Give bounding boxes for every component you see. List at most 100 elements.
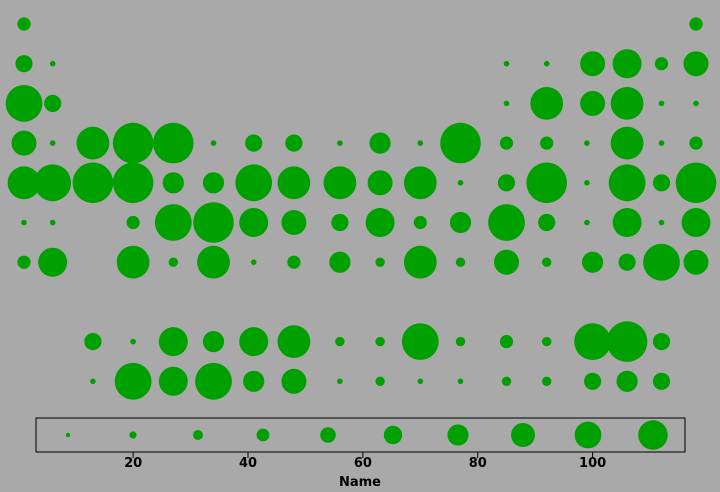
legend-bubble bbox=[320, 427, 336, 443]
bubble-point bbox=[584, 219, 590, 226]
legend-bubbles bbox=[65, 420, 668, 450]
legend-box bbox=[35, 417, 686, 453]
bubble-point bbox=[153, 122, 194, 164]
bubble-point bbox=[49, 140, 56, 146]
bubble-point bbox=[584, 140, 590, 146]
bubble-point bbox=[202, 172, 225, 194]
bubble-point bbox=[403, 166, 437, 200]
bubble-point bbox=[610, 87, 644, 120]
bubble-point bbox=[365, 208, 395, 237]
bubble-point bbox=[401, 323, 439, 360]
bubble-point bbox=[239, 208, 269, 237]
bubble-point bbox=[195, 362, 232, 400]
bubble-point bbox=[168, 257, 178, 267]
bubble-point bbox=[90, 378, 96, 385]
bubble-point bbox=[449, 211, 472, 234]
bubble-point bbox=[375, 336, 385, 347]
bubble-point bbox=[580, 90, 606, 116]
bubble-point bbox=[654, 57, 669, 71]
bubble-point bbox=[7, 166, 41, 200]
bubble-point bbox=[612, 208, 642, 237]
bubble-point bbox=[538, 213, 556, 232]
bubble-point bbox=[455, 336, 466, 347]
bubble-point bbox=[499, 335, 514, 349]
bubble-point bbox=[335, 336, 345, 347]
bubble-point bbox=[652, 174, 671, 192]
bubble-point bbox=[501, 376, 512, 386]
bubble-point bbox=[584, 372, 602, 390]
bubble-point bbox=[197, 245, 230, 279]
bubble-point bbox=[17, 17, 31, 31]
bubble-point bbox=[210, 140, 217, 146]
bubble-point bbox=[574, 323, 611, 360]
x-tick-label: 100 bbox=[579, 456, 606, 471]
bubble-point bbox=[158, 366, 188, 396]
legend-bubble bbox=[447, 424, 469, 446]
bubble-point bbox=[530, 87, 564, 120]
bubble-point bbox=[34, 164, 72, 202]
bubble-point bbox=[130, 338, 136, 345]
bubble-point bbox=[689, 17, 703, 31]
bubble-point bbox=[277, 325, 311, 358]
x-axis-ticks: 20 40 60 80 100 bbox=[124, 452, 606, 471]
bubble-point bbox=[606, 321, 648, 362]
bubble-point bbox=[243, 370, 265, 392]
bubble-point bbox=[440, 122, 481, 164]
bubble-point bbox=[72, 162, 114, 204]
bubble-point bbox=[658, 140, 665, 146]
bubble-point bbox=[497, 174, 516, 192]
bubble-point bbox=[21, 219, 27, 226]
bubble-point bbox=[114, 362, 152, 400]
bubble-point bbox=[683, 249, 709, 275]
bubble-point bbox=[329, 251, 351, 273]
legend-bubble bbox=[129, 431, 137, 439]
bubble-point bbox=[610, 126, 644, 160]
bubble-point bbox=[281, 368, 307, 394]
bubble-point bbox=[245, 134, 263, 152]
bubble-point bbox=[683, 51, 709, 77]
bubble-point bbox=[49, 60, 56, 67]
bubble-point bbox=[543, 60, 550, 67]
bubble-point bbox=[540, 136, 554, 150]
x-tick-label: 40 bbox=[239, 456, 257, 471]
bubble-point bbox=[457, 378, 464, 385]
bubble-point bbox=[457, 180, 464, 186]
bubble-point bbox=[499, 136, 514, 150]
bubble-point bbox=[643, 243, 680, 281]
bubble-point bbox=[38, 247, 68, 277]
bubble-point bbox=[162, 172, 184, 194]
legend-bubble bbox=[511, 423, 535, 447]
bubble-point bbox=[112, 162, 154, 204]
bubble-point bbox=[580, 51, 606, 77]
x-tick-label: 80 bbox=[469, 456, 487, 471]
x-axis-title: Name bbox=[339, 475, 381, 490]
bubble-point bbox=[403, 245, 437, 279]
bubble-point bbox=[154, 204, 192, 241]
bubble-point bbox=[488, 204, 525, 241]
bubble-point bbox=[689, 136, 703, 150]
bubble-point bbox=[193, 202, 234, 243]
bubble-point bbox=[158, 327, 188, 357]
bubble-point bbox=[616, 370, 638, 392]
legend-bubble bbox=[256, 428, 270, 442]
bubble-point bbox=[337, 378, 343, 385]
legend-bubble bbox=[193, 430, 203, 440]
bubble-point bbox=[112, 122, 154, 164]
bubble-point bbox=[693, 100, 699, 107]
bubble-point bbox=[84, 333, 102, 351]
bubble-point bbox=[503, 100, 510, 107]
bubble-point bbox=[239, 327, 269, 357]
bubble-point bbox=[526, 162, 567, 204]
bubble-point bbox=[494, 249, 519, 275]
legend-bubble bbox=[574, 421, 602, 449]
bubble-point bbox=[375, 257, 385, 267]
x-tick-label: 20 bbox=[124, 456, 142, 471]
bubble-point bbox=[417, 378, 424, 385]
bubble-point bbox=[608, 164, 646, 202]
bubble-point bbox=[542, 376, 552, 386]
bubble-point bbox=[612, 49, 642, 79]
bubble-point bbox=[455, 257, 466, 267]
bubble-point bbox=[375, 376, 385, 386]
bubble-point bbox=[658, 100, 665, 107]
bubble-point bbox=[250, 259, 257, 266]
